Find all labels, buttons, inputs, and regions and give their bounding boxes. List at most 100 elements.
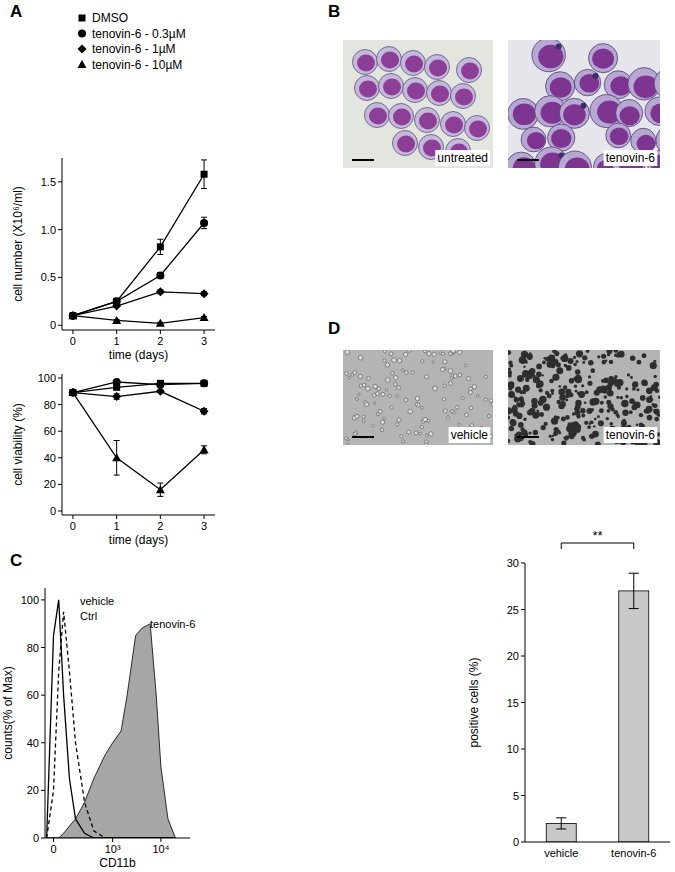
cell (362, 420, 365, 423)
y-tick-label: 40 (44, 452, 56, 464)
cell (536, 409, 539, 412)
cell (469, 406, 473, 410)
y-tick-label: 25 (507, 604, 519, 616)
image-background (508, 40, 660, 168)
cell (532, 412, 538, 418)
cell (561, 441, 566, 445)
cell (632, 387, 636, 391)
nucleus (619, 106, 639, 125)
cell (650, 362, 657, 369)
cell (432, 352, 436, 356)
x-axis-title: time (days) (109, 348, 168, 362)
cell (355, 76, 380, 101)
y-tick (58, 484, 62, 485)
cell (639, 413, 643, 417)
cell (405, 371, 408, 374)
line (73, 391, 204, 411)
cell (644, 409, 649, 414)
cell (510, 419, 516, 425)
cell (508, 409, 513, 414)
cell (566, 425, 573, 432)
cell (601, 354, 606, 359)
y-tick (41, 790, 45, 791)
cell (654, 409, 660, 415)
cell (588, 375, 591, 378)
cell (415, 396, 420, 401)
cell (421, 406, 424, 409)
cell (556, 362, 561, 367)
cell (641, 380, 647, 386)
cell (582, 361, 585, 364)
cell (429, 432, 433, 436)
cell (448, 369, 453, 374)
cell (581, 436, 585, 440)
y-tick-label: 20 (507, 650, 519, 662)
cell (476, 394, 479, 397)
y-axis (62, 374, 63, 515)
y-tick (58, 404, 62, 405)
significance: ** (592, 528, 602, 543)
cell (597, 415, 600, 418)
granule (580, 103, 586, 109)
cell (651, 384, 658, 391)
cell (539, 412, 544, 417)
point (69, 389, 76, 396)
y-tick-label: 0 (50, 319, 56, 331)
cell (443, 409, 447, 413)
nucleus (393, 109, 411, 126)
cell (378, 409, 382, 413)
cell (484, 398, 487, 401)
cell (632, 384, 636, 388)
cell (622, 410, 628, 416)
scale-bar (352, 159, 374, 161)
nucleus (429, 60, 447, 77)
series-label: Ctrl (80, 610, 97, 622)
nucleus (610, 128, 629, 145)
legend-marker (79, 15, 86, 22)
cell (508, 416, 510, 420)
cell (508, 350, 511, 355)
cell (532, 403, 535, 406)
cell (394, 376, 398, 380)
nucleus (513, 103, 536, 125)
cell (644, 382, 648, 386)
cell (565, 415, 570, 420)
micrograph: tenovin-6 (506, 38, 675, 184)
cell (634, 402, 641, 409)
cell (466, 377, 470, 381)
cell (425, 375, 429, 379)
nucleus (445, 117, 463, 134)
cell (614, 375, 617, 378)
panel-label: B (328, 2, 340, 21)
cell (581, 414, 585, 418)
cell (394, 382, 398, 386)
cell (550, 389, 554, 393)
cell (584, 401, 587, 404)
x-tick-label: 2 (157, 335, 163, 347)
point (68, 388, 77, 397)
bar (619, 591, 649, 842)
cell (388, 394, 391, 397)
cell (366, 386, 370, 390)
nucleus (650, 103, 660, 123)
cell (367, 376, 371, 380)
nucleus (357, 55, 375, 72)
x-tick (112, 838, 113, 842)
cell (620, 396, 623, 399)
x-tick-label: 0 (70, 335, 76, 347)
image-label-background (435, 150, 490, 166)
cell (536, 363, 542, 369)
cell (379, 74, 404, 99)
cell (646, 396, 653, 403)
axes: 020406080100010³10⁴counts(% of Max)CD11b (1, 588, 190, 870)
point (200, 313, 209, 321)
x-axis (45, 838, 190, 839)
cell (408, 409, 413, 414)
y-tick (521, 609, 525, 610)
x-tick-label: tenovin-6 (611, 847, 656, 859)
cell (525, 378, 529, 382)
y-tick-label: 0 (33, 832, 39, 844)
cell (536, 371, 542, 377)
cell (616, 99, 643, 126)
x-tick-label: 3 (201, 520, 207, 532)
